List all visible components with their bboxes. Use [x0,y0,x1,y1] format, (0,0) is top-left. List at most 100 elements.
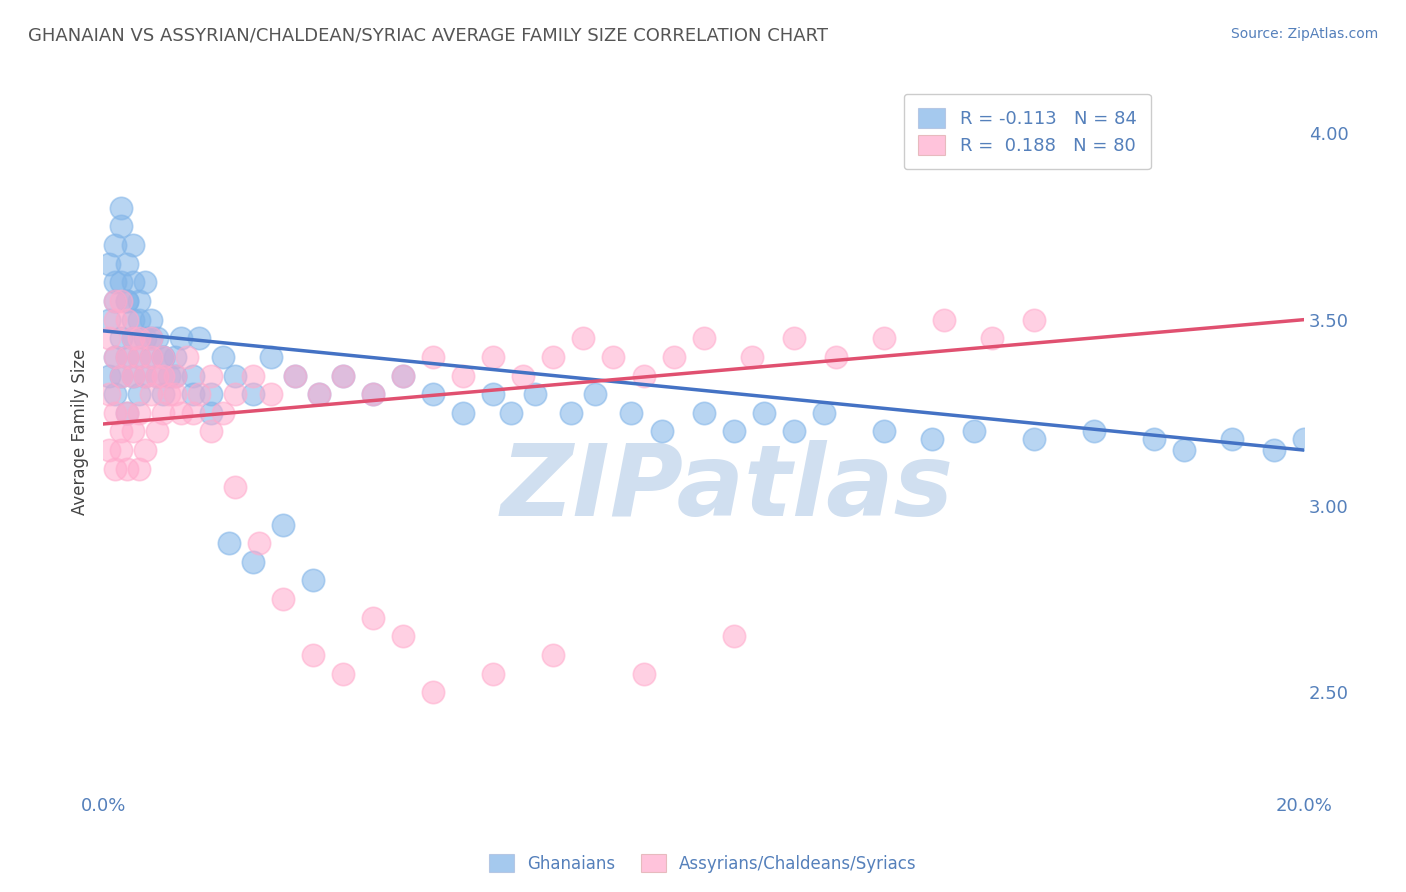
Point [104,238,127,252]
Point [134,368,156,383]
Point [212,350,235,364]
Point [104,461,127,475]
Point [146,368,169,383]
Point [741,350,763,364]
Point [176,350,198,364]
Point [98,331,121,345]
Point [200,387,222,401]
Point [260,387,283,401]
Point [165,387,187,401]
Point [128,350,150,364]
Point [146,331,169,345]
Point [134,443,156,458]
Point [218,536,240,550]
Text: Source: ZipAtlas.com: Source: ZipAtlas.com [1230,27,1378,41]
Point [332,666,354,681]
Point [98,368,121,383]
Point [363,611,385,625]
Point [482,387,505,401]
Point [212,406,235,420]
Point [181,368,204,383]
Point [181,387,204,401]
Point [122,425,145,439]
Point [110,201,132,215]
Point [141,331,163,345]
Point [932,312,955,326]
Point [134,331,156,345]
Point [128,293,150,308]
Point [1173,443,1195,458]
Point [188,331,211,345]
Point [921,432,943,446]
Point [422,350,444,364]
Point [152,406,174,420]
Point [572,331,595,345]
Point [170,331,193,345]
Point [1220,432,1243,446]
Point [146,425,169,439]
Point [1263,443,1285,458]
Point [392,368,415,383]
Point [141,350,163,364]
Point [242,555,264,569]
Point [122,312,145,326]
Point [98,387,121,401]
Point [141,350,163,364]
Point [308,387,330,401]
Point [824,350,846,364]
Point [115,350,138,364]
Point [115,406,138,420]
Point [141,387,163,401]
Point [453,406,475,420]
Point [115,461,138,475]
Point [122,276,145,290]
Point [181,406,204,420]
Point [157,368,180,383]
Point [165,368,187,383]
Point [560,406,582,420]
Point [692,331,714,345]
Point [723,629,745,643]
Point [104,293,127,308]
Point [620,406,643,420]
Point [284,368,307,383]
Point [200,425,222,439]
Legend: Ghanaians, Assyrians/Chaldeans/Syriacs: Ghanaians, Assyrians/Chaldeans/Syriacs [482,847,924,880]
Point [134,368,156,383]
Point [482,350,505,364]
Point [752,406,775,420]
Point [501,406,523,420]
Point [260,350,283,364]
Point [543,648,565,662]
Point [524,387,547,401]
Point [170,406,193,420]
Point [128,312,150,326]
Point [98,443,121,458]
Point [224,368,246,383]
Point [98,257,121,271]
Point [224,480,246,494]
Point [692,406,714,420]
Point [782,331,804,345]
Point [104,387,127,401]
Point [152,350,174,364]
Point [512,368,534,383]
Point [650,425,672,439]
Point [110,331,132,345]
Point [122,368,145,383]
Point [128,387,150,401]
Point [115,257,138,271]
Text: ZIPatlas: ZIPatlas [501,440,955,537]
Point [165,350,187,364]
Point [422,387,444,401]
Point [104,350,127,364]
Point [152,368,174,383]
Point [98,312,121,326]
Point [110,368,132,383]
Point [104,312,127,326]
Point [271,517,294,532]
Point [122,331,145,345]
Point [302,648,325,662]
Point [122,331,145,345]
Point [332,368,354,383]
